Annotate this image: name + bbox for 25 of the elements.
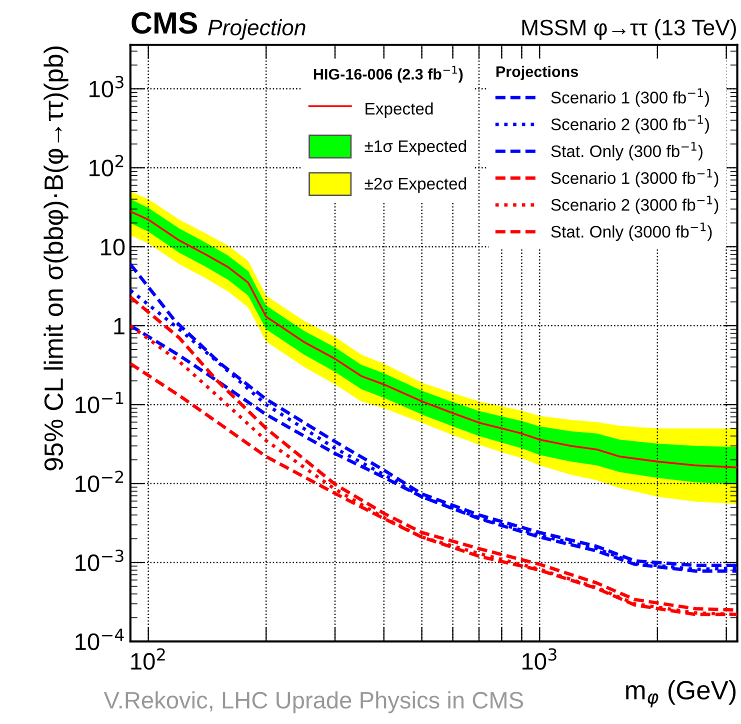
y-tick-label: 10$^{−4}$ xyxy=(76,628,124,650)
legend-label: ±2σ Expected xyxy=(364,177,466,193)
chart-subtitle: Projection xyxy=(208,19,306,40)
annotation: Projections xyxy=(496,66,578,80)
y-axis-title: 95% CL limit on σ(bbφ)·B(φ→ττ)(pb) xyxy=(44,46,68,470)
legend-label: Scenario 1 (3000 fb$^{−1}$) xyxy=(551,168,718,188)
chart-title: CMS xyxy=(132,12,198,34)
legend-label: Stat. Only (3000 fb$^{−1}$) xyxy=(551,222,712,241)
y-tick-label: 10$^{3}$ xyxy=(90,76,124,98)
legend-label: ±1σ Expected xyxy=(364,140,466,156)
y-tick-label: 10$^{−2}$ xyxy=(76,470,124,492)
x-axis-title: m$_{φ}$ (GeV) xyxy=(626,680,736,708)
legend-label: Scenario 1 (300 fb$^{−1}$) xyxy=(551,88,709,107)
legend-label: Stat. Only (300 fb$^{−1}$) xyxy=(551,142,702,160)
text: MSSM φ→ττ (13 TeV) xyxy=(522,19,736,40)
y-tick-label: 10$^{−3}$ xyxy=(76,550,124,572)
y-tick-label: 10$^{2}$ xyxy=(90,154,124,176)
y-tick-label: 1 xyxy=(114,318,124,334)
text: V.Rekovic, LHC Uprade Physics in CMS xyxy=(104,691,524,714)
legend-label: Expected xyxy=(366,102,433,118)
legend-label: Scenario 2 (300 fb$^{−1}$) xyxy=(551,115,709,134)
annotation: HIG-16-006 (2.3 fb$^{−1}$) xyxy=(314,66,463,83)
y-tick-label: 10$^{−1}$ xyxy=(76,392,124,414)
legend-label: Scenario 2 (3000 fb$^{−1}$) xyxy=(551,196,718,214)
y-tick-label: 10 xyxy=(101,238,125,256)
